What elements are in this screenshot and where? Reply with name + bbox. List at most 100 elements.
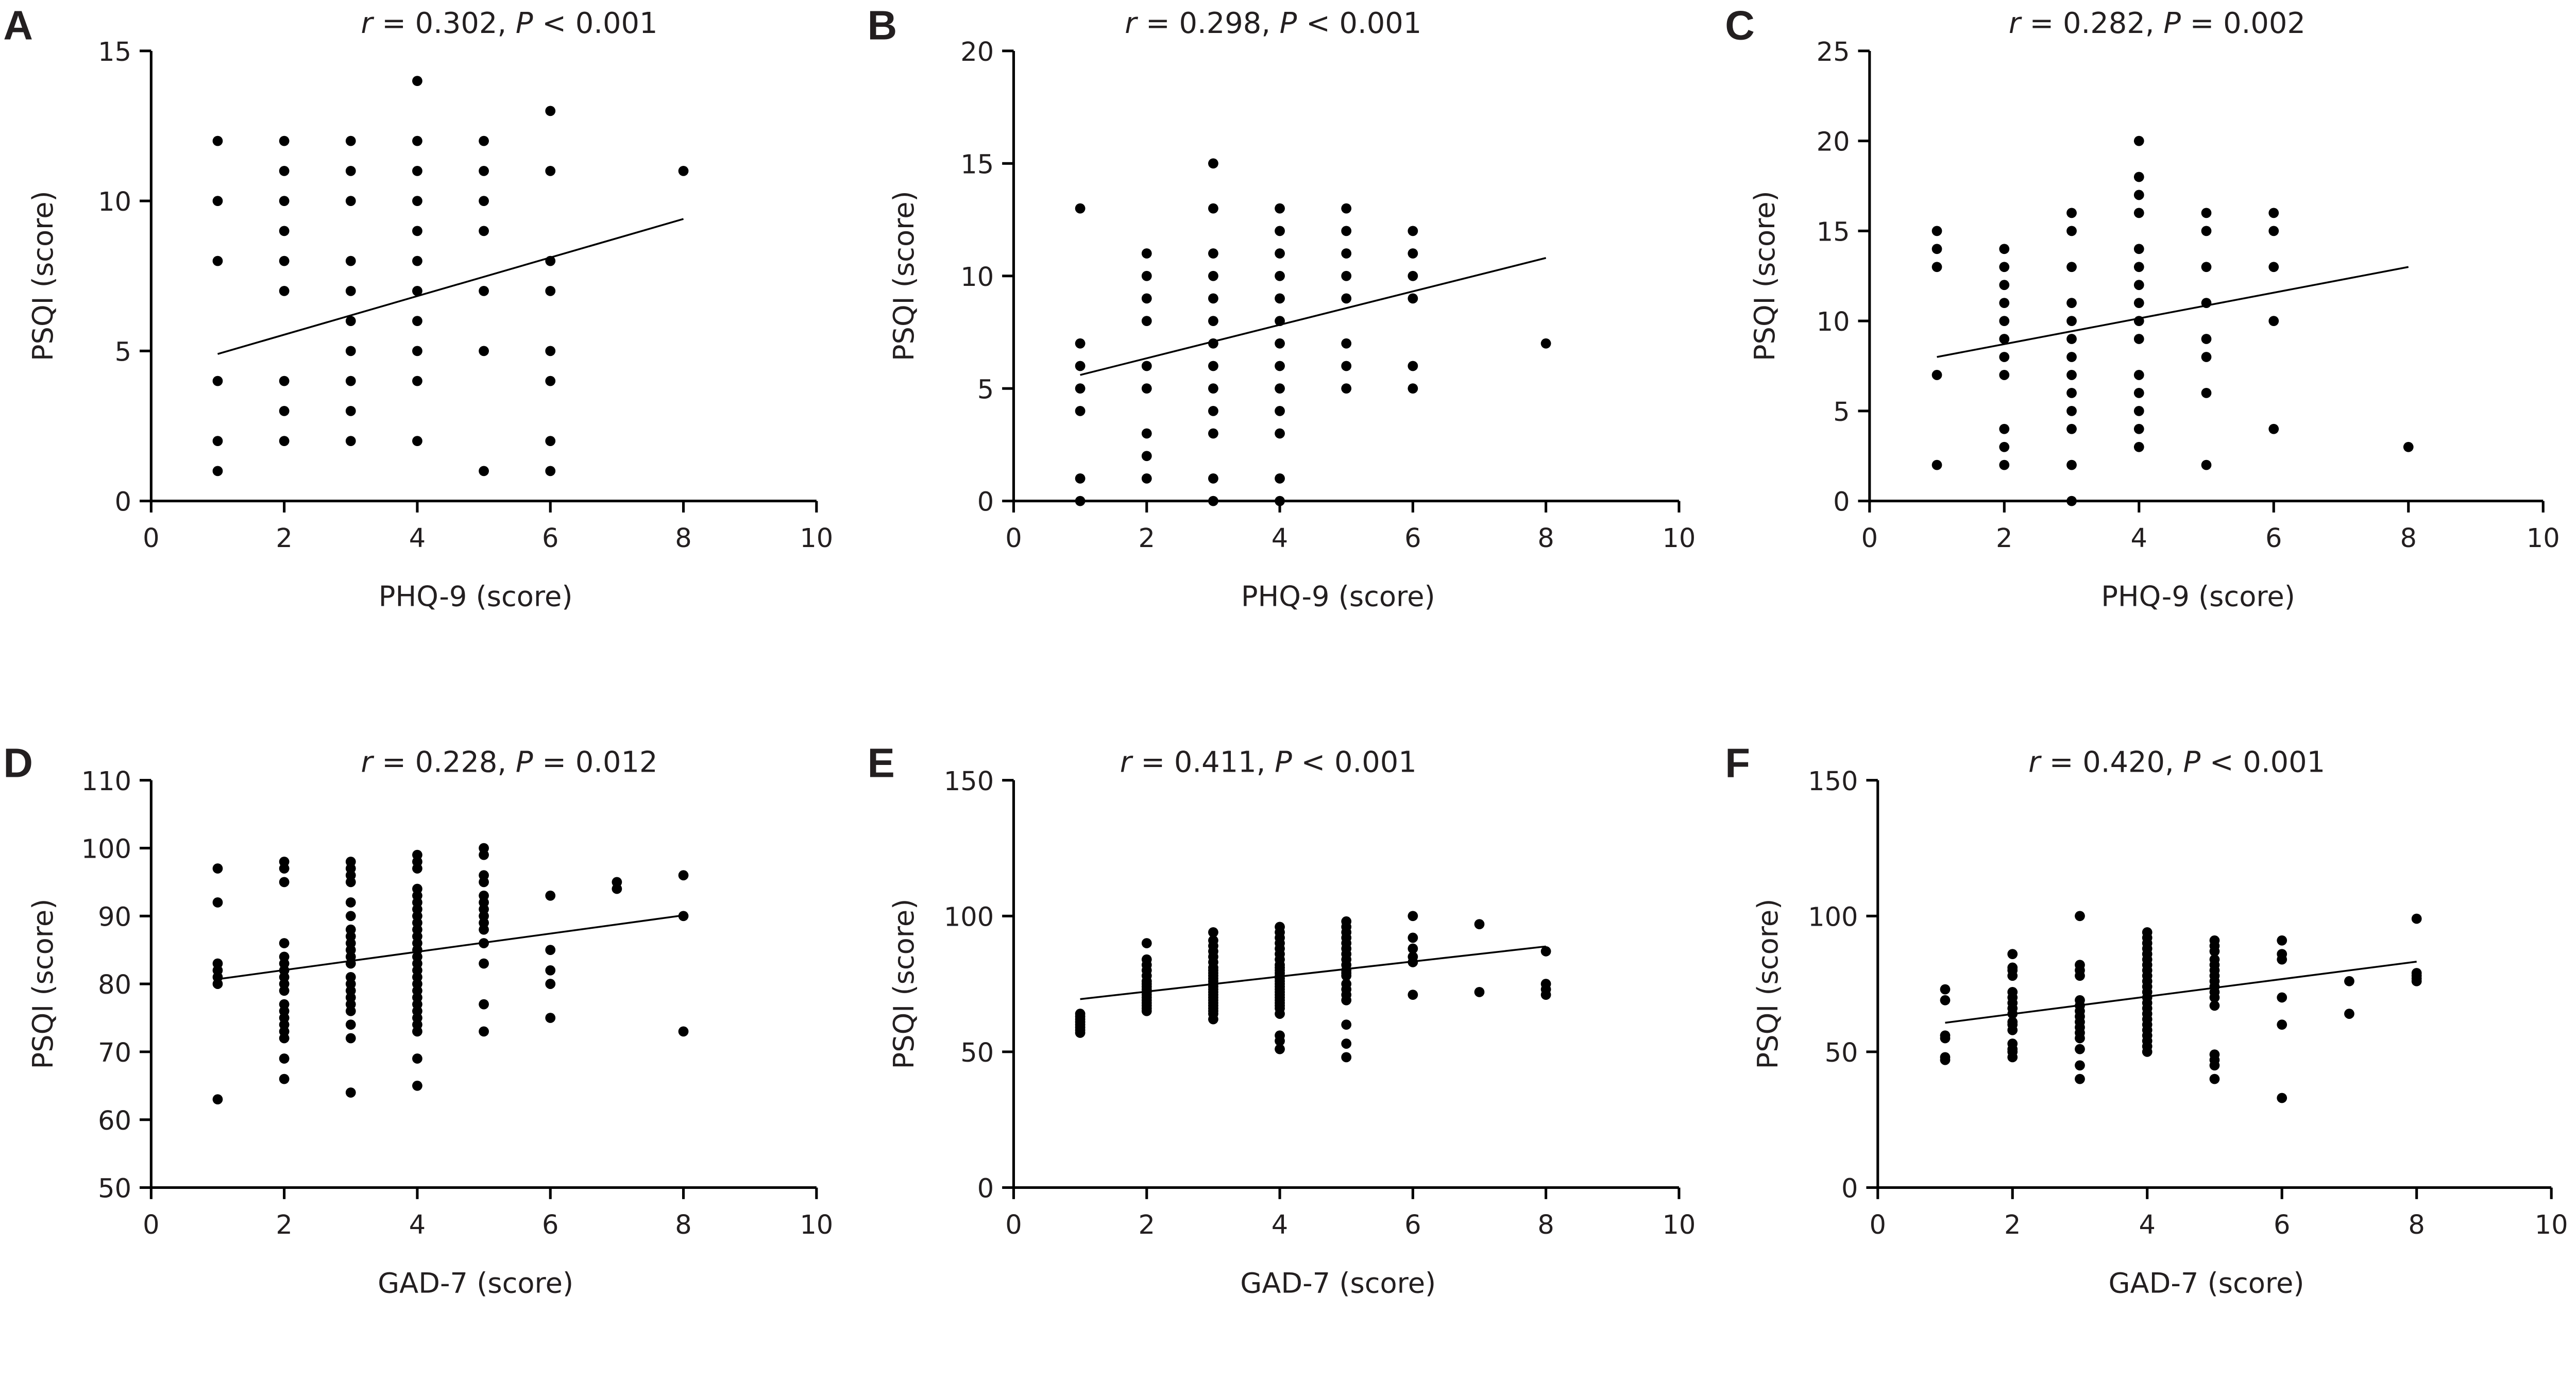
data-point: [1275, 226, 1285, 236]
x-axis-label: GAD-7 (score): [1240, 1267, 1436, 1300]
data-point: [345, 255, 356, 266]
data-point: [412, 436, 422, 446]
title-part: < 0.001: [1297, 7, 1421, 40]
title-part: P: [1275, 746, 1292, 779]
data-point: [2133, 441, 2144, 452]
y-tick-label: 150: [944, 766, 994, 797]
data-point: [479, 999, 489, 1010]
data-point: [1931, 226, 1942, 236]
x-tick-label: 2: [1139, 1210, 1155, 1240]
data-point: [1341, 361, 1352, 371]
data-point: [212, 255, 223, 266]
data-point: [545, 945, 556, 956]
x-tick-label: 2: [2004, 1210, 2021, 1240]
y-axis-label: PSQI (score): [888, 899, 920, 1069]
x-tick-label: 2: [276, 523, 292, 554]
data-point: [1208, 270, 1218, 281]
chart-title: r = 0.302, P < 0.001: [361, 7, 658, 40]
data-point: [1931, 244, 1942, 254]
data-point: [412, 135, 422, 146]
data-point: [1341, 1019, 1352, 1030]
data-point: [1275, 293, 1285, 304]
data-point: [1341, 270, 1352, 281]
data-point: [2209, 946, 2220, 957]
title-part: = 0.012: [533, 746, 658, 779]
y-axis-label: PSQI (score): [27, 191, 59, 361]
data-point: [1341, 995, 1352, 1006]
data-point: [1275, 203, 1285, 214]
x-axis-label: GAD-7 (score): [378, 1267, 573, 1300]
data-point: [545, 965, 556, 976]
data-point: [1141, 938, 1152, 948]
panel-letter: D: [3, 740, 33, 786]
data-point: [1341, 248, 1352, 259]
data-point: [1931, 459, 1942, 470]
data-point: [2277, 954, 2287, 965]
data-point: [212, 135, 223, 146]
data-point: [1408, 293, 1418, 304]
y-tick-label: 15: [960, 149, 994, 180]
data-point: [2142, 1046, 2153, 1057]
y-tick-label: 20: [960, 37, 994, 67]
data-point: [545, 376, 556, 386]
x-tick-label: 6: [1404, 523, 1421, 554]
title-part: r: [2028, 746, 2042, 779]
data-point: [345, 135, 356, 146]
data-point: [412, 226, 422, 236]
data-point: [212, 897, 223, 908]
data-point: [2133, 190, 2144, 200]
data-point: [1999, 423, 2010, 434]
data-point: [1474, 919, 1485, 929]
data-point: [1075, 1028, 1086, 1038]
data-point: [1999, 298, 2010, 309]
x-axis-label: GAD-7 (score): [2109, 1267, 2304, 1300]
title-part: = 0.411,: [1132, 746, 1275, 779]
x-tick-label: 2: [1139, 523, 1155, 554]
x-tick-label: 8: [2400, 523, 2416, 554]
x-tick-label: 4: [2139, 1210, 2155, 1240]
data-point: [2066, 298, 2077, 309]
data-point: [212, 979, 223, 989]
data-point: [2268, 316, 2279, 326]
data-point: [2133, 280, 2144, 291]
data-point: [279, 436, 290, 446]
regression-line: [1937, 266, 2409, 358]
data-point: [545, 979, 556, 989]
x-tick-label: 10: [2527, 523, 2560, 554]
x-tick-label: 6: [542, 1210, 558, 1240]
data-point: [212, 863, 223, 874]
x-tick-label: 0: [1005, 523, 1022, 554]
title-part: P: [516, 746, 533, 779]
data-point: [1208, 383, 1218, 394]
y-tick-label: 100: [1808, 902, 1858, 932]
data-point: [2133, 405, 2144, 416]
data-point: [545, 466, 556, 476]
data-point: [1408, 270, 1418, 281]
data-point: [1408, 990, 1418, 1000]
x-tick-label: 6: [542, 523, 558, 554]
data-point: [1408, 226, 1418, 236]
data-point: [2277, 992, 2287, 1003]
x-tick-label: 8: [2408, 1210, 2425, 1240]
data-point: [1408, 911, 1418, 922]
title-part: = 0.302,: [372, 7, 515, 40]
y-tick-label: 90: [98, 902, 131, 932]
y-tick-label: 5: [1833, 397, 1850, 428]
data-point: [279, 165, 290, 176]
data-point: [412, 346, 422, 356]
data-point: [345, 1006, 356, 1016]
data-point: [545, 285, 556, 296]
title-part: = 0.002: [2181, 7, 2306, 40]
data-point: [1075, 496, 1086, 506]
title-part: = 0.282,: [2021, 7, 2163, 40]
data-point: [2133, 172, 2144, 182]
data-point: [1208, 361, 1218, 371]
data-point: [345, 911, 356, 922]
title-part: P: [1280, 7, 1297, 40]
y-tick-label: 20: [1817, 127, 1850, 158]
regression-line: [1945, 961, 2417, 1024]
data-point: [1931, 370, 1942, 380]
